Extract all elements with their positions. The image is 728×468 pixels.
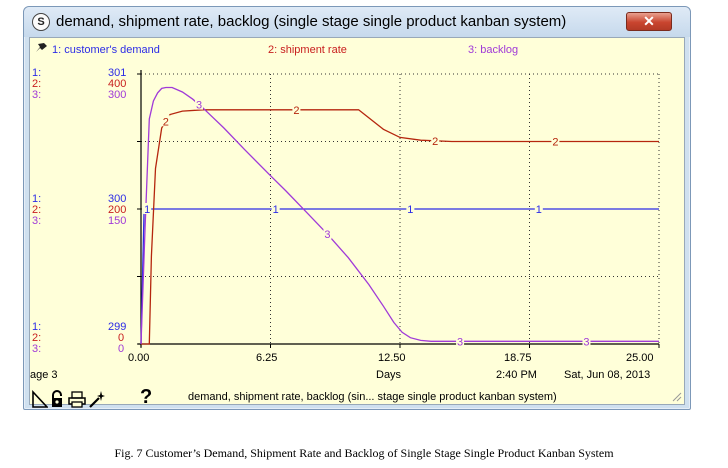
figure-caption: Fig. 7 Customer’s Demand, Shipment Rate … [114,446,614,460]
series-marker-bg [143,203,152,214]
series-shipment-rate-marker: 2 [163,116,169,128]
help-button[interactable]: ? [140,386,153,408]
axis-tag-s2-bottom: 2: [32,332,42,344]
series-backlog-marker: 3 [457,336,463,348]
series-shipment-rate-marker: 2 [432,136,438,148]
axis-mid-s3: 150 [108,215,127,227]
app-icon[interactable]: S [32,13,50,31]
axis-mid-s2: 200 [108,204,127,216]
series-backlog-marker: 3 [583,336,589,348]
magic-wand-icon[interactable] [88,390,106,408]
series-shipment-rate-marker: 2 [552,137,558,149]
axis-tag-s1-top: 1: [32,67,42,79]
series-marker-bg [534,203,543,214]
graph-panel: 1: customer's demand 2: shipment rate 3:… [29,37,685,408]
x-tick-1: 6.25 [256,352,278,364]
close-button[interactable]: ✕ [626,12,672,31]
axis-min-s3: 0 [118,343,125,355]
series-marker-bg [551,135,560,147]
timestamp-time: 2:40 PM [496,369,537,381]
series-marker-bg [195,98,204,110]
legend-customers-demand[interactable]: 1: customer's demand [52,44,160,56]
lock-icon[interactable] [50,390,64,408]
page-corner-icon[interactable] [32,390,48,408]
axis-tag-s2-mid: 2: [32,204,42,216]
timestamp-date: Sat, Jun 08, 2013 [564,369,651,381]
page-label[interactable]: age 3 [30,369,58,381]
series-marker-bg [406,203,415,214]
axis-min-s1: 299 [108,321,127,333]
title-bar[interactable]: S demand, shipment rate, backlog (single… [24,7,690,37]
axis-max-s1: 301 [108,67,127,79]
status-text: demand, shipment rate, backlog (sin... s… [188,391,557,403]
x-axis-unit: Days [376,369,402,381]
legend-shipment-rate[interactable]: 2: shipment rate [268,44,347,56]
series-shipment-rate-line [141,109,659,345]
x-tick-3: 18.75 [504,352,532,364]
series-customers-demand-marker: 1 [536,204,542,216]
window-title: demand, shipment rate, backlog (single s… [56,13,567,30]
axis-mid-s1: 300 [108,193,127,205]
axis-max-s2: 400 [108,78,127,90]
axis-tag-s3-top: 3: [32,89,42,101]
series-marker-bg [431,134,440,146]
axis-tag-s1-mid: 1: [32,193,42,205]
series-marker-bg [456,335,465,347]
graph-plot: 1 1 1 1 2 2 2 2 3 3 3 3 [137,70,660,348]
series-backlog-marker: 3 [196,100,202,112]
series-backlog-marker: 3 [324,229,330,241]
axis-tag-s1-bottom: 1: [32,321,42,333]
resize-grip-icon[interactable] [670,390,682,402]
x-tick-4: 25.00 [626,352,654,364]
series-customers-demand-marker: 1 [407,204,413,216]
axis-min-s2: 0 [118,332,125,344]
legend-backlog[interactable]: 3: backlog [468,44,519,56]
x-tick-2: 12.50 [378,352,406,364]
axis-max-s3: 300 [108,89,127,101]
series-marker-bg [161,115,170,127]
series-customers-demand-marker: 1 [144,204,150,216]
series-marker-bg [323,228,332,240]
axis-tag-s2-top: 2: [32,78,42,90]
app-window: S demand, shipment rate, backlog (single… [23,6,691,410]
series-marker-bg [582,335,591,347]
series-customers-demand-marker: 1 [273,204,279,216]
series-marker-bg [271,203,280,214]
series-shipment-rate-marker: 2 [293,105,299,117]
axis-tag-s3-mid: 3: [32,215,42,227]
series-marker-bg [292,103,301,115]
print-icon[interactable] [68,390,86,408]
x-tick-0: 0.00 [128,352,150,364]
axis-tag-s3-bottom: 3: [32,343,42,355]
series-backlog-line [140,86,659,345]
pin-icon[interactable] [34,42,48,54]
